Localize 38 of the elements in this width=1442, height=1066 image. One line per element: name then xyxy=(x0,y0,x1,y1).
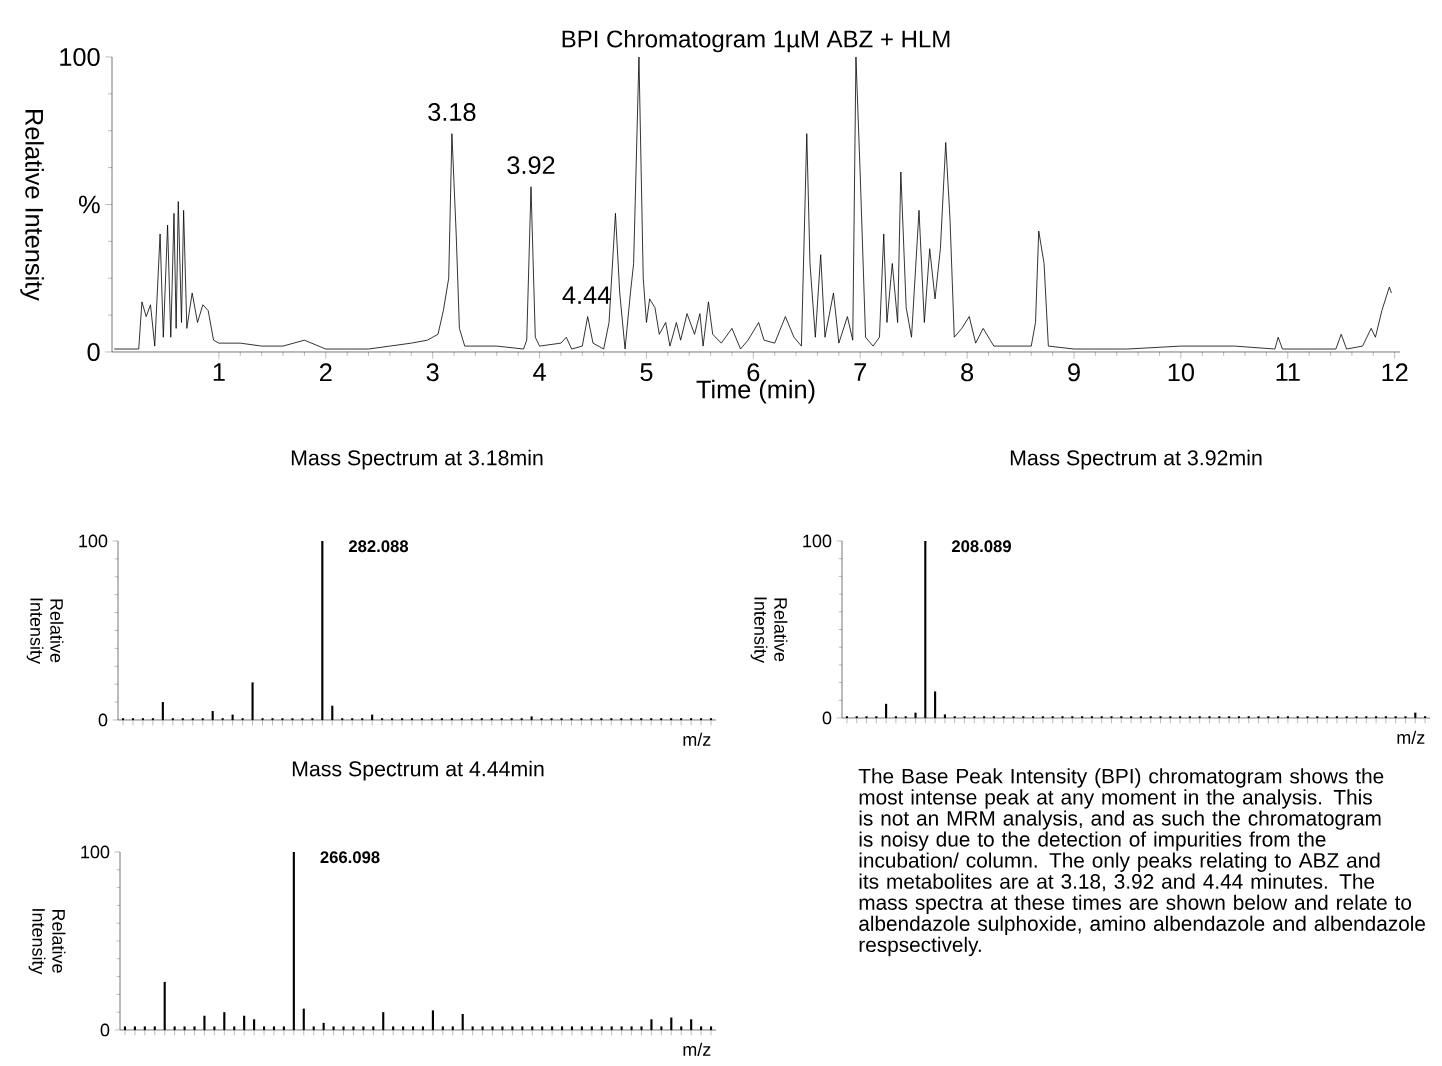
x-tick-label: 3 xyxy=(426,363,439,382)
x-tick-label: 12 xyxy=(1382,363,1408,382)
x-tick-label: 8 xyxy=(961,363,974,382)
x-tick-label: 5 xyxy=(640,363,653,382)
annotation: 282.088 xyxy=(348,540,409,553)
chart-title: Mass Spectrum at 3.92min xyxy=(1010,449,1262,470)
y-tick-label: % xyxy=(79,195,100,214)
y-axis-title: Relative Intensity xyxy=(20,110,44,301)
y-tick-label: 100 xyxy=(60,48,100,66)
x-tick-label: 9 xyxy=(1068,363,1080,382)
x-tick-label: 7 xyxy=(854,363,866,381)
y-tick-label: 0 xyxy=(98,713,108,727)
y-tick-label: 100 xyxy=(79,534,108,548)
x-tick-label: 1 xyxy=(213,363,225,381)
y-tick-label: 100 xyxy=(81,845,110,859)
x-tick-label: 4 xyxy=(533,363,546,381)
text: The Base Peak Intensity (BPI) chromatogram shows the most intense peak at any moment in the analysis. This is not an MRM analysis, and as such the chromatogram is noisy due to the detection of impurities from the incubation/ column. The only peaks relating to ABZ and its metabolites are at 3.18, 3.92 and 4.44 minutes. The mass spectra at these times are shown below and relate to albendazole sulphoxide, amino albendazole and albendazole respsectively. xyxy=(858,768,1425,957)
x-tick-label: 10 xyxy=(1168,363,1194,382)
y-axis-title: Relative Intensity xyxy=(750,597,788,663)
x-tick-label: 2 xyxy=(320,363,332,382)
annotation: 3.18 xyxy=(428,103,476,121)
y-tick-label: 0 xyxy=(87,343,100,361)
chart-title: Mass Spectrum at 4.44min xyxy=(292,760,544,781)
x-axis-title: m/z xyxy=(683,1042,711,1056)
chart-title: BPI Chromatogram 1µM ABZ + HLM xyxy=(562,29,950,53)
y-tick-label: 100 xyxy=(803,534,832,548)
chart-title: Mass Spectrum at 3.18min xyxy=(291,449,543,470)
annotation: 208.089 xyxy=(951,540,1011,553)
y-tick-label: 0 xyxy=(822,711,832,725)
y-tick-label: 0 xyxy=(100,1023,110,1037)
x-axis-title: m/z xyxy=(683,732,711,746)
x-axis-title: m/z xyxy=(1397,730,1425,744)
annotation: 266.098 xyxy=(320,851,380,864)
x-tick-label: 11 xyxy=(1276,363,1300,381)
annotation: 4.44 xyxy=(562,286,611,304)
annotation: 3.92 xyxy=(507,156,555,175)
y-axis-title: Relative Intensity xyxy=(26,598,64,664)
y-axis-title: Relative Intensity xyxy=(28,909,66,975)
